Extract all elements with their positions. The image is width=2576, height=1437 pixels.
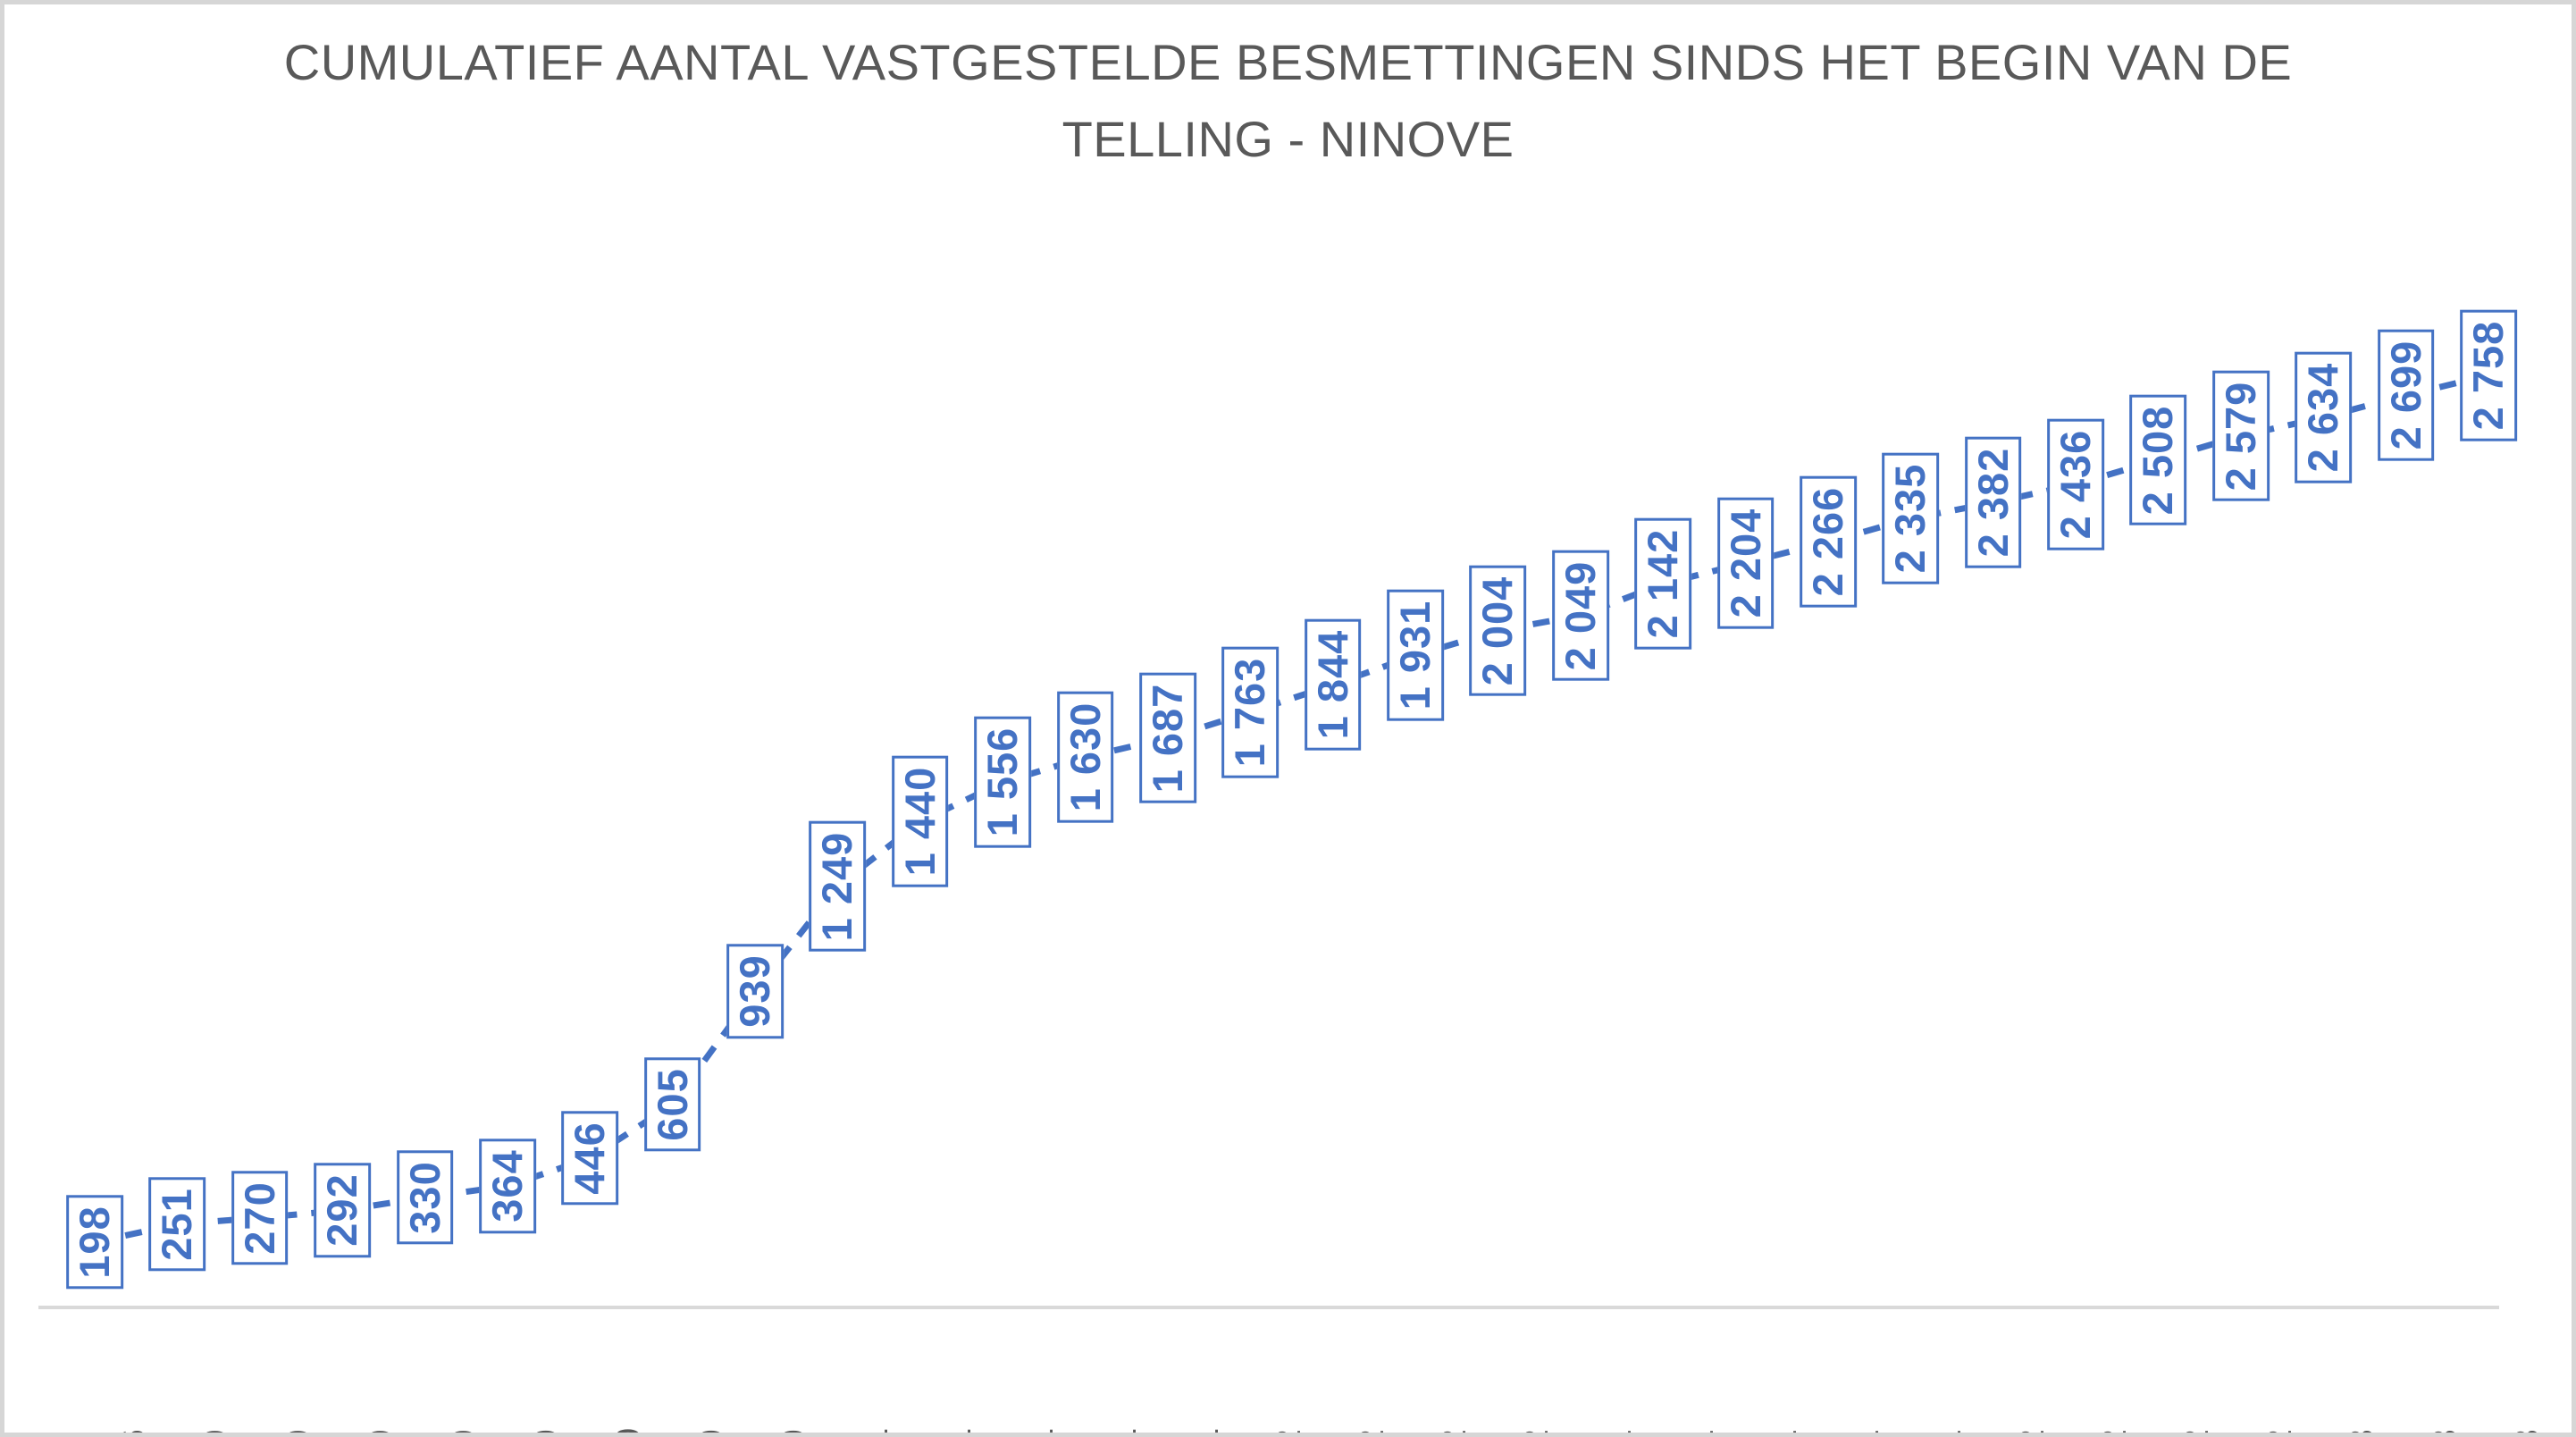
data-label-box: 1 249 xyxy=(809,820,867,953)
data-label-box: 1 556 xyxy=(974,717,1032,848)
data-label-box: 2 049 xyxy=(1551,550,1609,681)
x-axis-label: 13/09 xyxy=(280,1428,319,1433)
data-label-box: 2 382 xyxy=(1964,437,2022,568)
data-label-box: 446 xyxy=(561,1111,619,1206)
data-label-box: 2 758 xyxy=(2460,309,2517,441)
data-label-box: 2 335 xyxy=(1882,452,1940,584)
x-axis-label: 11/10 xyxy=(609,1427,649,1433)
x-axis-label: 20/03 xyxy=(2508,1428,2547,1433)
x-axis-label: 13/06 xyxy=(114,1428,154,1433)
chart-title: CUMULATIEF AANTAL VASTGESTELDE BESMETTIN… xyxy=(4,24,2572,178)
data-label-box: 2 266 xyxy=(1800,476,1857,608)
data-label-box: 2 508 xyxy=(2129,394,2187,526)
data-label-box: 2 634 xyxy=(2295,351,2353,483)
data-label-box: 2 204 xyxy=(1716,497,1775,629)
x-axis-label: 22/11 xyxy=(1105,1427,1145,1433)
data-label-box: 1 440 xyxy=(891,756,949,887)
x-axis: 13/06 06/09 13/09 20/09 27/09 04/10 11/10 18/10… xyxy=(4,4,2572,1433)
x-axis-label: 07/03 xyxy=(2343,1428,2382,1433)
x-axis-line xyxy=(38,1306,2499,1309)
x-axis-label: 25/10 xyxy=(775,1428,814,1433)
data-label-box: 292 xyxy=(314,1163,371,1258)
x-axis-label: 06/12 xyxy=(1270,1428,1309,1433)
x-axis-label: 13/12 xyxy=(1353,1428,1392,1433)
data-label-box: 2 436 xyxy=(2047,418,2104,550)
x-axis-label: 21/02 xyxy=(2177,1428,2217,1433)
x-axis-label: 18/10 xyxy=(692,1428,732,1433)
x-axis-label: 08/11 xyxy=(940,1427,979,1433)
x-axis-label: 07/02 xyxy=(2013,1428,2052,1433)
x-axis-label: 28/02 xyxy=(2261,1428,2300,1433)
x-axis-label: 31/01 xyxy=(1930,1428,1969,1433)
data-label-box: 1 630 xyxy=(1056,692,1114,823)
x-axis-label: 27/09 xyxy=(445,1428,484,1433)
chart-title-line-1: CUMULATIEF AANTAL VASTGESTELDE BESMETTIN… xyxy=(283,34,2293,90)
x-axis-label: 03/01 xyxy=(1600,1428,1640,1433)
x-axis-label: 14/02 xyxy=(2095,1428,2135,1433)
data-label-box: 330 xyxy=(396,1150,454,1245)
x-axis-label: 20/09 xyxy=(362,1428,401,1433)
x-axis-label: 20/12 xyxy=(1435,1428,1474,1433)
data-label-box: 1 931 xyxy=(1387,590,1444,721)
data-label-box: 251 xyxy=(148,1177,206,1272)
data-label-box: 270 xyxy=(231,1171,289,1265)
data-label-box: 1 687 xyxy=(1139,672,1196,804)
x-axis-label: 04/10 xyxy=(527,1428,566,1433)
data-label-box: 1 844 xyxy=(1304,619,1362,751)
x-axis-label: 15/11 xyxy=(1022,1427,1061,1433)
x-axis-label: 24/01 xyxy=(1848,1428,1887,1433)
x-axis-label: 06/09 xyxy=(197,1428,236,1433)
data-label-box: 2 579 xyxy=(2212,370,2270,502)
x-axis-label: 01/11 xyxy=(857,1427,896,1433)
x-axis-label: 27/12 xyxy=(1517,1428,1557,1433)
x-axis-label: 17/01 xyxy=(1766,1428,1805,1433)
data-label-box: 198 xyxy=(66,1195,123,1290)
data-label-box: 605 xyxy=(643,1057,701,1152)
data-label-box: 2 699 xyxy=(2377,330,2435,461)
data-label-box: 364 xyxy=(479,1139,536,1233)
data-label-box: 2 004 xyxy=(1469,565,1527,696)
data-label-box: 2 142 xyxy=(1634,518,1692,650)
x-axis-label: 14/03 xyxy=(2426,1428,2465,1433)
x-axis-label: 29/11 xyxy=(1187,1427,1227,1433)
data-label-box: 939 xyxy=(726,944,784,1038)
data-labels-layer: 198 251 270 292 330 364 446 605 939 1 249 1 440 1 5… xyxy=(4,4,2572,1433)
chart-title-line-2: TELLING - NINOVE xyxy=(1061,111,1515,167)
x-axis-label: 10/01 xyxy=(1682,1428,1722,1433)
data-label-box: 1 763 xyxy=(1221,646,1280,778)
